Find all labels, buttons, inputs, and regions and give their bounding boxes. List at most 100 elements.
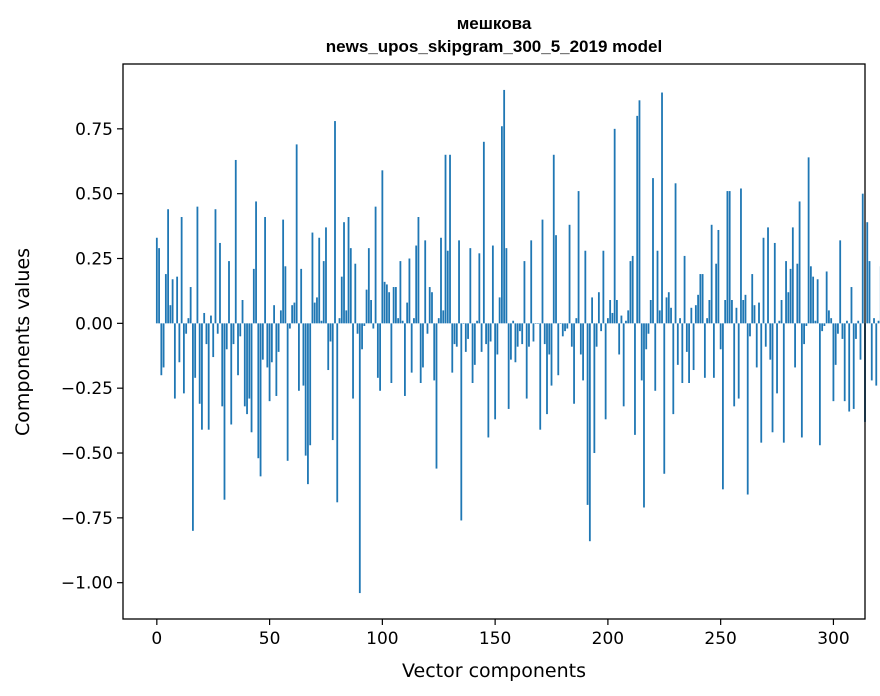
bar (422, 323, 424, 368)
bar (855, 323, 857, 339)
bar (690, 307, 693, 324)
bar (406, 302, 409, 324)
bar (744, 294, 747, 324)
bar (588, 323, 591, 542)
bar (873, 318, 875, 324)
bar (764, 323, 767, 347)
bar (311, 232, 314, 324)
bar (807, 157, 810, 324)
bar (733, 323, 736, 407)
bar (512, 320, 515, 324)
bar (809, 266, 812, 324)
bar (347, 217, 350, 324)
bar (399, 261, 402, 324)
bar (155, 237, 158, 324)
bar (237, 323, 239, 376)
y-axis-ticks: 0.75 0.50 0.25 0.00 −0.25 −0.50 −0.75 −1.00 (61, 120, 123, 594)
bar (478, 253, 481, 324)
bar (158, 248, 160, 324)
bar (277, 323, 280, 352)
bar (298, 323, 300, 391)
bar (530, 240, 533, 324)
bar (203, 312, 206, 324)
y-tick-label: −0.75 (61, 509, 113, 529)
bar (304, 323, 307, 456)
bar (480, 323, 483, 352)
bar (388, 292, 391, 324)
x-tick-label: 100 (366, 629, 398, 649)
bar (616, 300, 618, 324)
bar (645, 323, 648, 350)
bar (293, 302, 296, 324)
bar (173, 323, 176, 399)
bar (198, 323, 201, 404)
bar (837, 323, 839, 334)
bar (595, 323, 598, 347)
bar (731, 300, 733, 324)
bar (742, 300, 745, 324)
bar (516, 323, 519, 347)
bar (316, 297, 318, 324)
bar (681, 323, 684, 383)
bar (279, 310, 282, 324)
bar (710, 224, 713, 324)
y-tick-label: −0.25 (61, 379, 113, 399)
bar (697, 294, 699, 324)
x-tick-label: 150 (479, 629, 511, 649)
bar (622, 323, 625, 407)
bar (613, 128, 616, 324)
bar (410, 323, 413, 373)
bar (640, 323, 643, 381)
bar (552, 154, 555, 324)
bar (828, 310, 830, 324)
bar (568, 224, 571, 324)
y-axis-label: Components values (12, 248, 34, 436)
bar (814, 320, 817, 324)
bar (496, 323, 499, 355)
bar (234, 159, 237, 324)
bar (773, 242, 776, 324)
bar (582, 323, 584, 381)
bar (591, 297, 593, 324)
bar (313, 302, 316, 324)
bar (758, 302, 760, 324)
bar (243, 323, 246, 407)
bar (561, 323, 564, 337)
bar (550, 323, 553, 386)
bar (649, 300, 652, 324)
bar (643, 323, 645, 508)
bar (821, 323, 824, 332)
bar (162, 323, 165, 368)
bar (523, 261, 526, 324)
bar (489, 323, 492, 342)
bar (340, 276, 343, 324)
bar (361, 323, 363, 350)
bar (453, 323, 456, 345)
bar (566, 323, 569, 329)
bar (268, 323, 271, 402)
bar (232, 323, 235, 345)
bar (573, 323, 575, 404)
bar (352, 323, 354, 399)
bar (442, 310, 445, 324)
bar (631, 255, 634, 324)
bar (670, 307, 672, 324)
bar (525, 323, 528, 399)
bar (708, 300, 711, 324)
bar (859, 323, 862, 360)
bar (679, 318, 681, 324)
bar (618, 323, 621, 355)
bar (658, 310, 661, 324)
bar (266, 323, 269, 368)
bar (210, 315, 212, 324)
bar (365, 289, 368, 324)
bar (219, 242, 221, 324)
bar (699, 274, 702, 324)
bar (471, 323, 474, 383)
bar (164, 274, 167, 324)
bar (282, 219, 285, 324)
bar (356, 323, 359, 334)
bar (796, 263, 799, 324)
bar (663, 323, 666, 474)
bar (812, 276, 815, 324)
